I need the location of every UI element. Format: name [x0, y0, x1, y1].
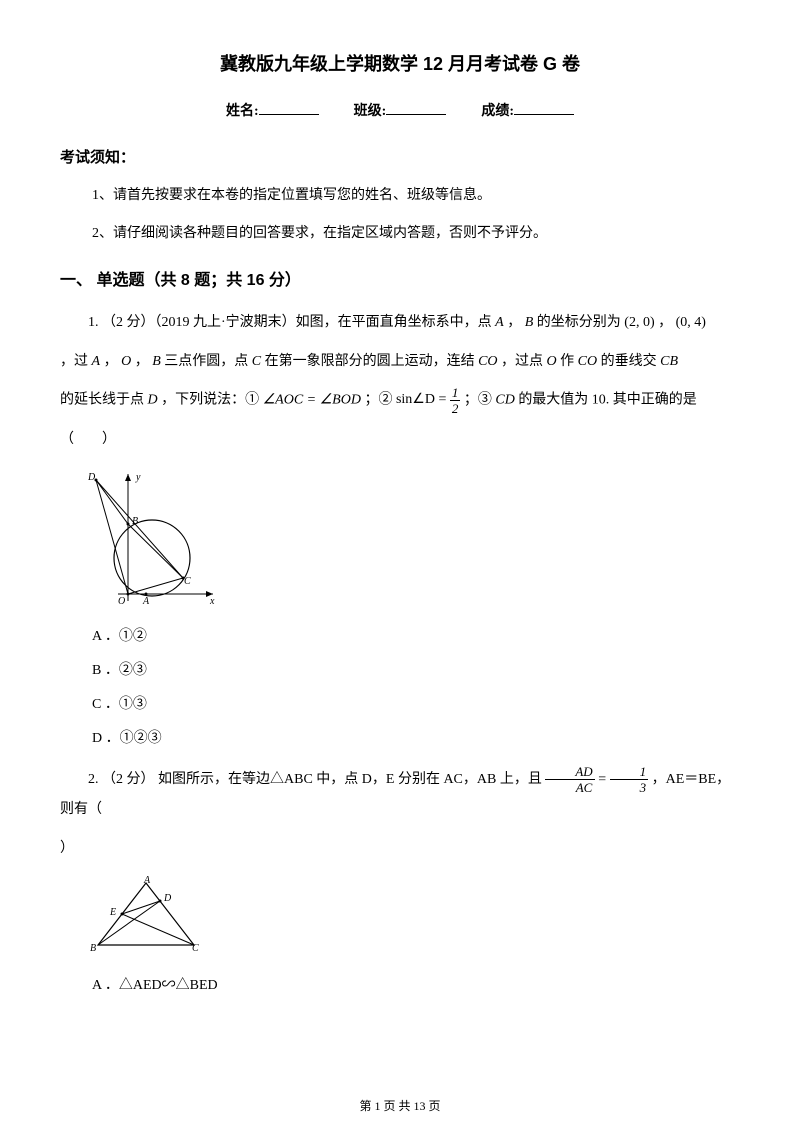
score-label: 成绩:: [481, 104, 514, 119]
page-title: 冀教版九年级上学期数学 12 月月考试卷 G 卷: [60, 50, 740, 76]
q1-option-a[interactable]: A ．①②: [92, 625, 740, 645]
svg-text:D: D: [88, 472, 96, 483]
q1-l3d: ；③: [460, 393, 495, 408]
q1-half-num: 1: [450, 386, 461, 401]
q1-coordA: (2, 0): [624, 315, 654, 330]
q1-l2g: 作: [557, 354, 578, 369]
notice-item-1: 1、请首先按要求在本卷的指定位置填写您的姓名、班级等信息。: [92, 185, 740, 207]
q1-CO: CO: [478, 354, 497, 369]
q1-sinD-expr: sin∠D = 12: [396, 385, 460, 416]
notice-title: 考试须知：: [60, 146, 740, 167]
svg-text:B: B: [90, 943, 96, 954]
svg-text:x: x: [209, 596, 215, 606]
q1-l3a: 的延长线于点: [60, 393, 148, 408]
name-label: 姓名:: [226, 104, 259, 119]
q1-sinD: sin∠D =: [396, 392, 450, 407]
score-blank[interactable]: [514, 100, 574, 115]
q1-l2b: ，: [100, 354, 121, 369]
q1-option-c[interactable]: C ．①③: [92, 693, 740, 713]
q1-A2: A: [92, 354, 101, 369]
q1-half-den: 2: [450, 401, 461, 415]
figure-1-svg: y x O A B C D: [88, 466, 218, 606]
q1-l2c: ，: [131, 354, 152, 369]
page-footer: 第 1 页 共 13 页: [0, 1097, 800, 1114]
q2-option-a[interactable]: A ．△AED∽△BED: [92, 974, 740, 994]
svg-text:y: y: [135, 472, 141, 483]
name-blank[interactable]: [259, 100, 319, 115]
q1-CO2: CO: [578, 354, 597, 369]
q1-D: D: [148, 393, 158, 408]
q1-A: A: [495, 315, 504, 330]
q2-prefix: 2. （2 分） 如图所示，在等边△ABC 中，点 D，E 分别在 AC，AB …: [88, 772, 545, 787]
q1-paren: （ ）: [60, 432, 116, 447]
q1-O: O: [121, 354, 131, 369]
q1-eq1: ∠AOC = ∠BOD: [263, 393, 361, 408]
svg-text:D: D: [163, 893, 172, 904]
question-1-line2: ，过 A ， O ， B 三点作圆，点 C 在第一象限部分的圆上运动，连结 CO…: [60, 347, 740, 378]
svg-text:E: E: [109, 907, 116, 918]
question-2: 2. （2 分） 如图所示，在等边△ABC 中，点 D，E 分别在 AC，AB …: [60, 765, 740, 827]
svg-text:C: C: [184, 576, 191, 587]
class-label: 班级:: [354, 104, 387, 119]
q1-B2: B: [152, 354, 161, 369]
question-1-paren: （ ）: [60, 425, 740, 456]
question-1-line3: 的延长线于点 D ，下列说法：① ∠AOC = ∠BOD ；② sin∠D = …: [60, 385, 740, 416]
student-info-line: 姓名: 班级: 成绩:: [60, 100, 740, 120]
q1-O2: O: [547, 354, 557, 369]
q1-l2a: ，过: [60, 354, 92, 369]
q2-frac1-den: AC: [545, 780, 594, 794]
q2-eq: =: [595, 772, 610, 787]
q1-option-b[interactable]: B ．②③: [92, 659, 740, 679]
figure-2-svg: A B C D E: [88, 875, 208, 955]
exam-page: 冀教版九年级上学期数学 12 月月考试卷 G 卷 姓名: 班级: 成绩: 考试须…: [0, 0, 800, 1132]
q1-l2f: ，过点: [498, 354, 547, 369]
q2-frac2-den: 3: [610, 780, 649, 794]
q1-B: B: [525, 315, 534, 330]
figure-2: A B C D E: [88, 875, 740, 960]
q1-l3b: ，下列说法：①: [158, 393, 263, 408]
q1-l3c: ；②: [361, 393, 396, 408]
q1-sep2: ，: [655, 315, 676, 330]
question-2-close: ）: [60, 834, 740, 865]
q2-close: ）: [60, 841, 74, 856]
class-blank[interactable]: [386, 100, 446, 115]
figure-1: y x O A B C D: [88, 466, 740, 611]
q2-frac2: 13: [610, 765, 649, 794]
q1-l2h: 的垂线交: [597, 354, 660, 369]
q1-CB: CB: [660, 354, 678, 369]
section-title: 一、 单选题（共 8 题；共 16 分）: [60, 266, 740, 290]
q1-option-d[interactable]: D ．①②③: [92, 727, 740, 747]
svg-text:A: A: [143, 875, 151, 886]
q2-frac2-num: 1: [610, 765, 649, 780]
svg-text:O: O: [118, 596, 125, 606]
q1-coordB: (0, 4): [676, 315, 706, 330]
q2-frac1: ADAC: [545, 765, 594, 794]
q1-l2e: 在第一象限部分的圆上运动，连结: [261, 354, 478, 369]
q1-half: 12: [450, 386, 461, 415]
q1-text: 1. （2 分）（2019 九上·宁波期末）如图，在平面直角坐标系中，点: [88, 315, 495, 330]
q2-frac1-num: AD: [545, 765, 594, 780]
notice-item-2: 2、请仔细阅读各种题目的回答要求，在指定区域内答题，否则不予评分。: [92, 223, 740, 245]
q1-l3e: 的最大值为 10. 其中正确的是: [515, 393, 697, 408]
q1-mid: 的坐标分别为: [533, 315, 624, 330]
q1-CD: CD: [495, 393, 514, 408]
q1-sep: ，: [504, 315, 525, 330]
q1-l2d: 三点作圆，点: [161, 354, 252, 369]
question-1: 1. （2 分）（2019 九上·宁波期末）如图，在平面直角坐标系中，点 A ，…: [60, 308, 740, 339]
svg-text:A: A: [142, 596, 150, 606]
q1-C: C: [252, 354, 261, 369]
